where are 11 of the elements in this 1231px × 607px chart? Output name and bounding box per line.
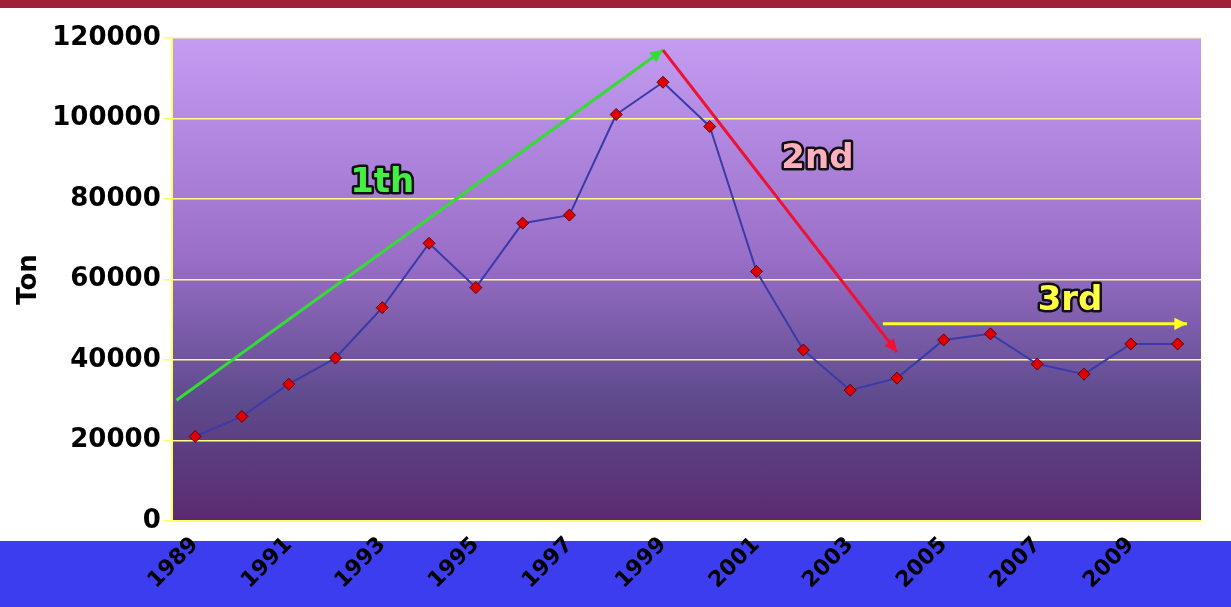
annotation: 3rd (1037, 278, 1103, 319)
y-tick-label: 40000 (70, 342, 161, 373)
y-tick-label: 0 (142, 503, 161, 534)
y-tick-label: 20000 (70, 423, 161, 454)
y-axis-title: Ton (12, 254, 43, 305)
y-tick-label: 80000 (70, 181, 161, 212)
annotation: 1th (350, 159, 415, 200)
y-tick-label: 120000 (52, 20, 161, 51)
y-tick-label: 100000 (52, 101, 161, 132)
annotation: 2nd (781, 135, 854, 176)
y-tick-label: 60000 (70, 262, 161, 293)
